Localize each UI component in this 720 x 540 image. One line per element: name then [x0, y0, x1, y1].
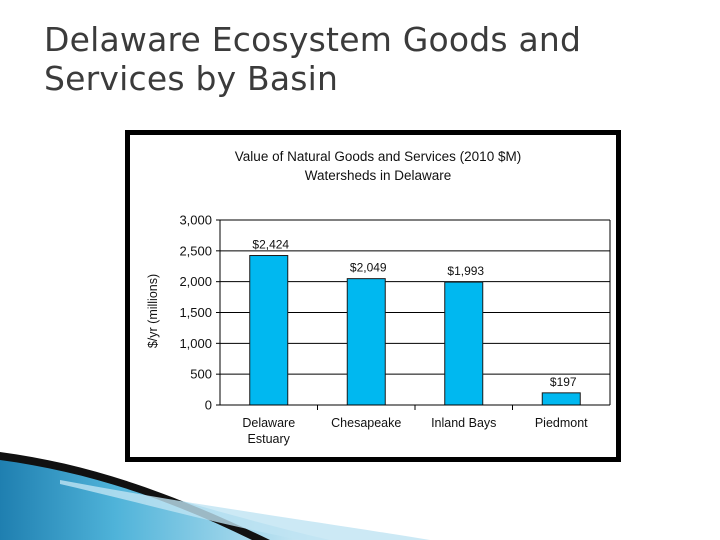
data-label: $2,049 — [350, 261, 387, 275]
y-tick-label: 500 — [190, 367, 212, 382]
axes — [219, 220, 611, 410]
x-axis-categories: Delaware Estuary Chesapeake Inland Bays Pied… — [242, 416, 588, 446]
data-label: $1,993 — [447, 264, 484, 278]
y-axis-ticks: 0 500 1,000 1,500 2,000 2,500 3,000 — [179, 213, 220, 413]
swoosh-dark-stroke — [0, 452, 270, 540]
y-axis-title: $/yr (millions) — [146, 274, 160, 348]
x-category-label: Delaware — [242, 416, 295, 430]
chart-title: Value of Natural Goods and Services (201… — [235, 149, 521, 164]
chart-area: Value of Natural Goods and Services (201… — [130, 135, 616, 457]
chart-subtitle: Watersheds in Delaware — [305, 168, 452, 183]
swoosh-light-band — [60, 480, 430, 540]
data-label: $197 — [550, 375, 577, 389]
y-tick-label: 0 — [205, 398, 212, 413]
bar-chart: Value of Natural Goods and Services (201… — [146, 149, 611, 446]
bar — [249, 255, 289, 406]
bar — [541, 392, 581, 406]
slide-title: Delaware Ecosystem Goods and Services by… — [44, 20, 582, 98]
decorative-swoosh — [0, 452, 430, 540]
x-category-label: Chesapeake — [331, 416, 401, 430]
y-tick-label: 1,000 — [179, 336, 212, 351]
x-category-label: Piedmont — [535, 416, 588, 430]
y-tick-label: 2,500 — [179, 243, 212, 258]
y-tick-label: 2,000 — [179, 274, 212, 289]
chart-frame: Value of Natural Goods and Services (201… — [125, 130, 621, 462]
bars — [249, 255, 581, 406]
y-tick-label: 3,000 — [179, 213, 212, 228]
y-tick-label: 1,500 — [179, 305, 212, 320]
x-category-label: Inland Bays — [431, 416, 496, 430]
bar — [444, 281, 484, 406]
x-category-label: Estuary — [248, 432, 291, 446]
data-labels: $2,424 $2,049 $1,993 $197 — [252, 238, 577, 389]
bar — [346, 278, 386, 406]
data-label: $2,424 — [252, 238, 289, 252]
